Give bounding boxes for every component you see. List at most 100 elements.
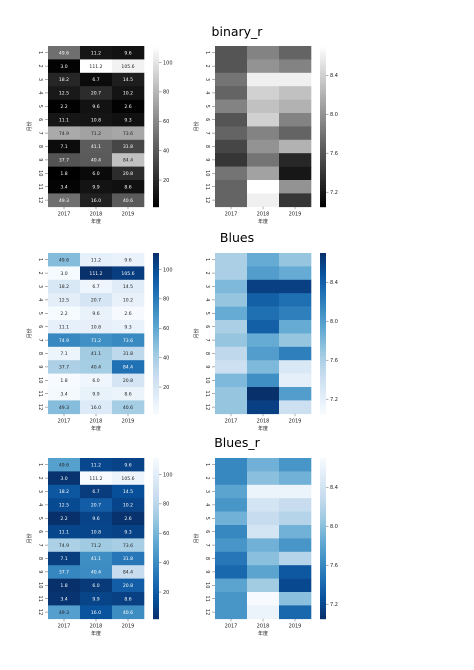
- heatmap-cell: [247, 471, 280, 486]
- colorbar-segment: [320, 129, 326, 133]
- colorbar-segment: [153, 118, 159, 122]
- heatmap-cell: [215, 333, 248, 348]
- heatmap-cell: [80, 59, 113, 74]
- y-tick-label: 2: [37, 272, 43, 275]
- heatmap-cell: [48, 166, 81, 181]
- colorbar-segment: [153, 131, 159, 135]
- colorbar-segment: [153, 551, 159, 555]
- heatmap-cell: [215, 86, 248, 100]
- colorbar-tick-label: 7.6: [330, 563, 338, 569]
- colorbar-segment: [153, 295, 159, 299]
- cell-label: 9.6: [124, 50, 131, 56]
- colorbar-segment: [153, 384, 159, 388]
- colorbar-segment: [153, 583, 159, 588]
- colorbar-segment: [320, 67, 326, 71]
- heatmap-cell: [112, 153, 145, 167]
- colorbar-segment: [153, 174, 159, 178]
- colorbar-segment: [153, 325, 159, 329]
- colorbar-segment: [153, 190, 159, 194]
- heatmap-cell: [112, 565, 145, 579]
- colorbar-segment: [153, 153, 159, 157]
- cell-label: 9.9: [92, 184, 99, 190]
- cell-label: 49.3: [59, 405, 69, 411]
- colorbar-segment: [320, 115, 326, 119]
- colorbar-segment: [320, 608, 326, 612]
- colorbar-segment: [320, 468, 326, 472]
- y-tick-label: 8: [37, 557, 43, 560]
- heatmap-cell: [247, 113, 280, 127]
- colorbar-segment: [320, 96, 326, 100]
- colorbar-segment: [153, 392, 159, 396]
- colorbar-segment: [320, 559, 326, 563]
- cell-label: 74.9: [59, 543, 69, 549]
- y-tick-label: 10: [204, 377, 210, 383]
- heatmap-cell: [80, 279, 113, 294]
- y-tick-label: 1: [204, 463, 210, 466]
- panel-title: Blues: [220, 230, 254, 245]
- colorbar-segment: [320, 602, 326, 606]
- heatmap-cell: [247, 166, 280, 181]
- colorbar-segment: [320, 150, 326, 154]
- colorbar-segment: [153, 201, 159, 205]
- heatmap-cell: [48, 72, 81, 87]
- heatmap-cell: [215, 166, 248, 181]
- y-tick-label: 9: [37, 570, 43, 573]
- y-tick-label: 1: [204, 258, 210, 261]
- cell-label: 7.1: [60, 351, 67, 357]
- colorbar-segment: [320, 153, 326, 157]
- colorbar-segment: [153, 107, 159, 111]
- heatmap-cell: [215, 373, 248, 388]
- heatmap-cell: [112, 99, 145, 114]
- colorbar-segment: [320, 575, 326, 579]
- heatmap-cell: [80, 113, 113, 127]
- colorbar-segment: [320, 126, 326, 130]
- cell-label: 9.6: [92, 516, 99, 522]
- colorbar-segment: [320, 83, 326, 87]
- colorbar-segment: [320, 311, 326, 316]
- x-tick-label: 2019: [289, 211, 302, 217]
- cell-label: 74.9: [59, 131, 69, 137]
- y-tick-label: 3: [37, 490, 43, 493]
- heatmap-cell: [48, 400, 81, 415]
- colorbar-segment: [153, 397, 159, 401]
- colorbar-segment: [320, 482, 326, 486]
- cell-label: 10.8: [91, 529, 101, 535]
- heatmap-cell: [247, 293, 280, 307]
- heatmap-cell: [112, 46, 145, 60]
- cell-label: 12.5: [59, 298, 69, 304]
- cell-label: 11.2: [91, 462, 101, 468]
- colorbar-segment: [153, 460, 159, 464]
- colorbar-segment: [153, 492, 159, 496]
- heatmap-cell: [112, 538, 145, 553]
- cell-label: 20.8: [123, 583, 133, 589]
- x-tick-label: 2018: [257, 418, 270, 424]
- colorbar-segment: [153, 94, 159, 98]
- colorbar-segment: [153, 113, 159, 117]
- colorbar-segment: [320, 592, 326, 596]
- heatmap-cell: [48, 511, 81, 526]
- y-axis-label: 月份: [26, 533, 33, 543]
- y-tick-label: 4: [204, 503, 210, 506]
- heatmap-cell: [279, 471, 312, 486]
- colorbar-tick-label: 80: [163, 297, 169, 303]
- y-tick-label: 9: [204, 570, 210, 573]
- right-colorbar: 7.2 7.6 8.0 8.4: [320, 253, 338, 415]
- colorbar-segment: [153, 142, 159, 146]
- colorbar-segment: [153, 171, 159, 176]
- colorbar-segment: [153, 83, 159, 87]
- colorbar-segment: [320, 147, 326, 151]
- y-axis-label: 月份: [193, 121, 200, 131]
- y-tick-label: 8: [204, 557, 210, 560]
- cell-label: 6.7: [92, 284, 99, 290]
- y-tick-label: 11: [204, 596, 210, 602]
- y-tick-label: 5: [204, 312, 210, 315]
- colorbar-segment: [153, 121, 159, 125]
- y-tick-label: 8: [204, 352, 210, 355]
- cell-label: 111.2: [89, 64, 102, 70]
- cell-label: 3.4: [60, 184, 67, 190]
- cell-label: 40.4: [91, 365, 101, 371]
- heatmap-cell: [279, 400, 312, 415]
- colorbar-segment: [153, 64, 159, 68]
- cell-label: 111.2: [89, 271, 102, 277]
